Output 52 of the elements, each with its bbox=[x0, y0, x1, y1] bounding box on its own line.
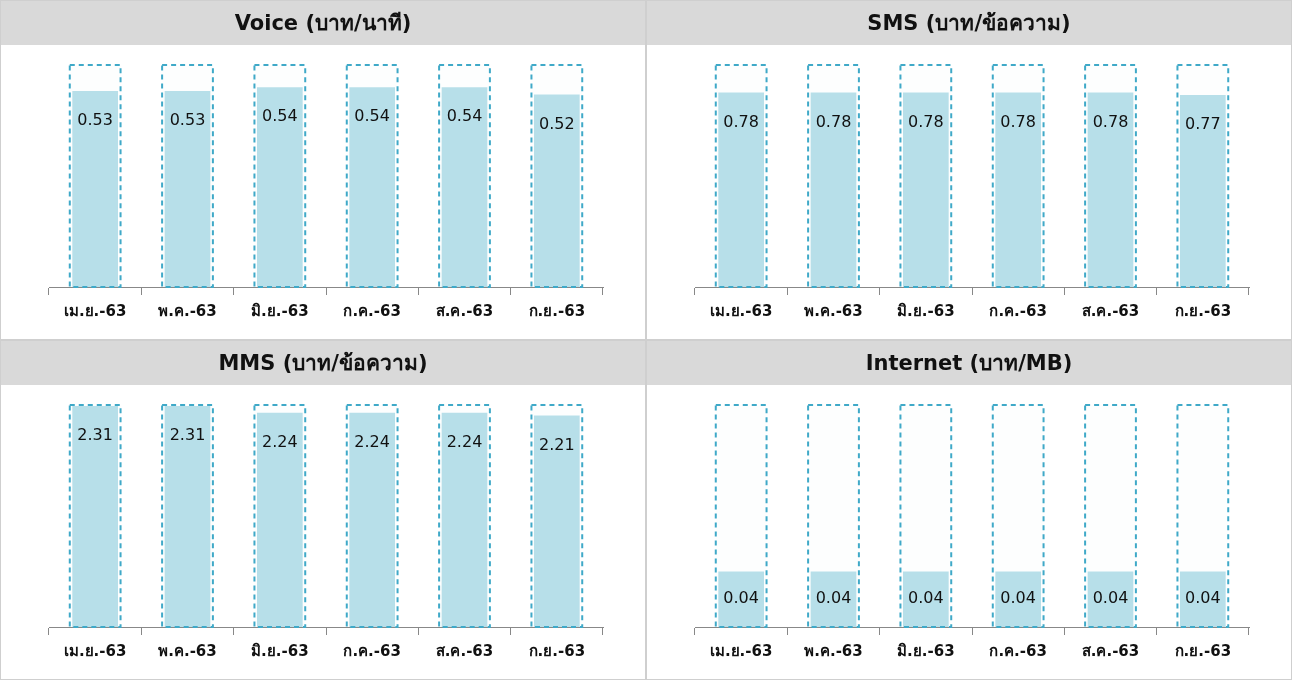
data-label: 0.04 bbox=[1000, 588, 1036, 608]
data-label: 2.24 bbox=[446, 431, 483, 451]
data-label: 0.78 bbox=[908, 111, 944, 131]
x-tick-label: ก.ย.-63 bbox=[1174, 301, 1232, 320]
x-tick-label: ก.ค.-63 bbox=[989, 641, 1047, 660]
x-tick-label: มิ.ย.-63 bbox=[897, 301, 955, 320]
x-tick-label: ส.ค.-63 bbox=[1081, 301, 1140, 320]
x-tick-label: ก.ย.-63 bbox=[528, 641, 586, 660]
data-label: 0.53 bbox=[169, 110, 206, 130]
x-tick-label: เม.ย.-63 bbox=[63, 301, 127, 320]
x-tick-label: ก.ย.-63 bbox=[528, 301, 586, 320]
data-label: 0.53 bbox=[77, 110, 113, 130]
x-tick-label: ก.ค.-63 bbox=[343, 641, 401, 660]
x-tick-label: ส.ค.-63 bbox=[435, 641, 494, 660]
x-tick-label: มิ.ย.-63 bbox=[251, 641, 309, 660]
data-label: 0.78 bbox=[815, 111, 852, 131]
x-tick-label: มิ.ย.-63 bbox=[251, 301, 309, 320]
data-label: 0.54 bbox=[354, 106, 390, 126]
x-tick-label: เม.ย.-63 bbox=[63, 641, 127, 660]
chart-title: MMS (บาท/ข้อความ) bbox=[1, 341, 645, 385]
x-tick-label: ส.ค.-63 bbox=[435, 301, 494, 320]
data-label: 0.04 bbox=[723, 588, 759, 608]
data-label: 2.31 bbox=[169, 425, 206, 445]
data-label: 0.54 bbox=[262, 106, 298, 126]
chart-title: Internet (บาท/MB) bbox=[647, 341, 1291, 385]
x-tick-label: มิ.ย.-63 bbox=[897, 641, 955, 660]
x-tick-label: เม.ย.-63 bbox=[709, 641, 773, 660]
data-label: 0.77 bbox=[1185, 114, 1221, 134]
x-tick-label: ก.ค.-63 bbox=[343, 301, 401, 320]
x-tick-label: ก.ย.-63 bbox=[1174, 641, 1232, 660]
data-label: 2.21 bbox=[539, 434, 575, 454]
data-label: 2.24 bbox=[354, 431, 390, 451]
chart-title: SMS (บาท/ข้อความ) bbox=[647, 1, 1291, 45]
x-tick-label: ส.ค.-63 bbox=[1081, 641, 1140, 660]
data-label: 0.78 bbox=[723, 111, 759, 131]
chart-title: Voice (บาท/นาที) bbox=[1, 1, 645, 45]
data-label: 2.31 bbox=[77, 425, 113, 445]
data-label: 0.04 bbox=[908, 588, 944, 608]
x-tick-label: พ.ค.-63 bbox=[158, 641, 217, 660]
data-label: 0.04 bbox=[1092, 588, 1129, 608]
data-label: 0.78 bbox=[1000, 111, 1036, 131]
x-tick-label: พ.ค.-63 bbox=[158, 301, 217, 320]
data-label: 0.52 bbox=[539, 113, 575, 133]
x-tick-label: พ.ค.-63 bbox=[804, 301, 863, 320]
data-label: 0.04 bbox=[815, 588, 852, 608]
x-tick-label: เม.ย.-63 bbox=[709, 301, 773, 320]
x-tick-label: พ.ค.-63 bbox=[804, 641, 863, 660]
data-label: 0.04 bbox=[1185, 588, 1221, 608]
data-label: 2.24 bbox=[262, 431, 298, 451]
data-label: 0.78 bbox=[1092, 111, 1129, 131]
data-label: 0.54 bbox=[446, 106, 483, 126]
x-tick-label: ก.ค.-63 bbox=[989, 301, 1047, 320]
